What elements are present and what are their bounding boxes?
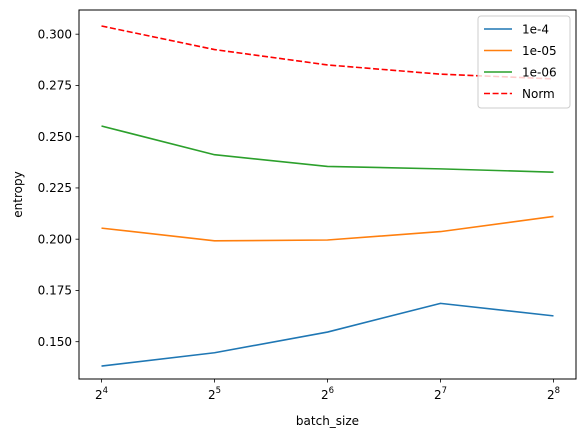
y-tick-label: 0.175 bbox=[38, 284, 72, 298]
legend-box bbox=[477, 15, 571, 109]
y-tick-label: 0.225 bbox=[38, 181, 72, 195]
y-tick-label: 0.200 bbox=[38, 232, 72, 246]
legend-label: 1e-06 bbox=[522, 65, 557, 79]
x-axis: 24 25 26 27 28 bbox=[95, 379, 560, 402]
x-axis-label: batch_size bbox=[296, 414, 359, 428]
series-line-1e-05 bbox=[101, 215, 554, 242]
x-tick-label: 27 bbox=[434, 386, 447, 402]
y-axis: 0.150 0.175 0.200 0.225 0.250 0.275 0.300 bbox=[38, 27, 79, 349]
legend-label: 1e-05 bbox=[522, 44, 557, 58]
legend-label: 1e-4 bbox=[522, 22, 549, 36]
y-tick-label: 0.275 bbox=[38, 79, 72, 93]
series-line-1e-4 bbox=[101, 302, 554, 367]
x-tick-label: 26 bbox=[321, 386, 334, 402]
legend: 1e-4 1e-05 1e-06 Norm bbox=[477, 15, 571, 109]
x-tick-label: 28 bbox=[547, 386, 560, 402]
legend-label: Norm bbox=[522, 87, 555, 101]
y-tick-label: 0.250 bbox=[38, 130, 72, 144]
y-axis-label: entropy bbox=[11, 171, 25, 217]
x-tick-label: 24 bbox=[95, 386, 108, 402]
series-line-1e-06 bbox=[101, 125, 554, 173]
x-tick-label: 25 bbox=[208, 386, 221, 402]
y-tick-label: 0.150 bbox=[38, 335, 72, 349]
y-tick-label: 0.300 bbox=[38, 27, 72, 41]
